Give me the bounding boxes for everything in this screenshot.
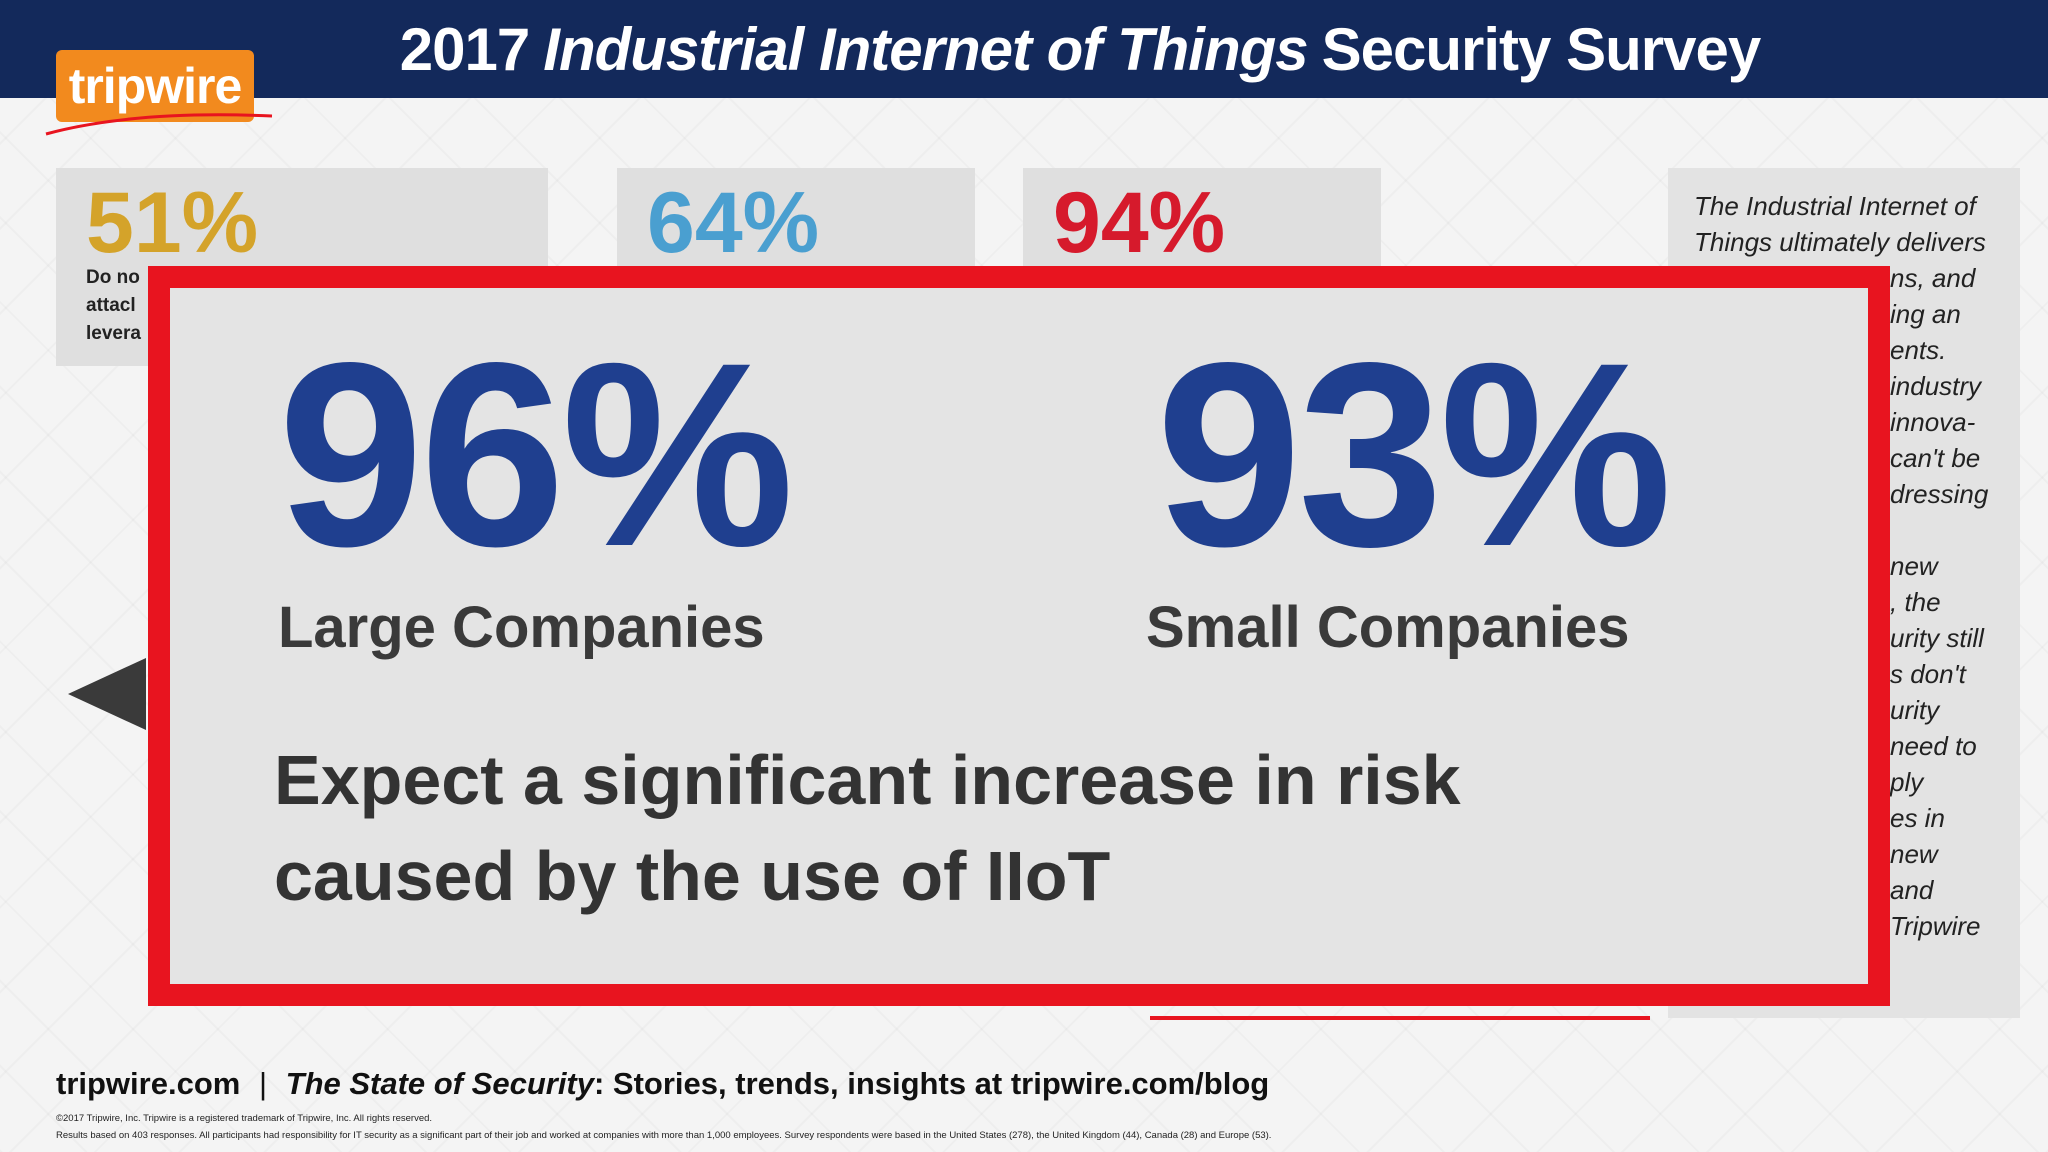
logo-text: tripwire bbox=[68, 58, 243, 114]
side-panel-line: new bbox=[1890, 551, 1938, 581]
footer-site-link[interactable]: tripwire.com bbox=[56, 1066, 241, 1101]
stat-card-1-desc: Do no attacl levera bbox=[86, 264, 406, 348]
side-panel-line: s don't bbox=[1890, 659, 1966, 689]
side-panel-line: industry bbox=[1890, 371, 1982, 401]
stat-large-value: 96% bbox=[278, 308, 794, 601]
page-title: 2017 Industrial Internet of Things Secur… bbox=[200, 0, 1960, 98]
side-panel-line: , the bbox=[1890, 587, 1941, 617]
title-italic: Industrial Internet of Things bbox=[543, 15, 1308, 83]
footer-separator: | bbox=[258, 1066, 268, 1101]
stat-card-2-value: 64% bbox=[647, 175, 820, 271]
side-panel-line: Tripwire bbox=[1890, 911, 1981, 941]
footer-rest: : Stories, trends, insights at tripwire.… bbox=[594, 1066, 1270, 1101]
side-panel-line: ns, and bbox=[1890, 263, 1976, 293]
stat-large-label: Large Companies bbox=[278, 595, 765, 660]
stat-card-1-desc-line: Do no bbox=[86, 267, 140, 288]
side-panel-line: ing an bbox=[1890, 299, 1961, 329]
title-year: 2017 bbox=[399, 15, 530, 83]
header-bar: 2017 Industrial Internet of Things Secur… bbox=[0, 0, 2048, 98]
side-panel-line: Things ultimately delivers bbox=[1694, 227, 1986, 257]
side-panel-line: es in new bbox=[1890, 803, 1945, 869]
side-panel-text: The Industrial Internet of Things ultimat… bbox=[1694, 188, 1994, 944]
callout-line-2: caused by the use of IIoT bbox=[274, 837, 1111, 915]
side-panel-line: The Industrial Internet of bbox=[1694, 191, 1976, 221]
footer-italic: The State of Security bbox=[285, 1066, 594, 1101]
stat-card-3-value: 94% bbox=[1053, 175, 1226, 271]
red-underline bbox=[1150, 1016, 1650, 1020]
stat-small-label: Small Companies bbox=[1146, 595, 1630, 660]
stat-card-1-desc-line: attacl bbox=[86, 295, 136, 316]
footer-tagline: tripwire.com | The State of Security: St… bbox=[56, 1066, 1269, 1102]
side-panel-line: can't be bbox=[1890, 443, 1981, 473]
stat-small-value: 93% bbox=[1156, 308, 1672, 601]
left-arrow-icon[interactable] bbox=[68, 658, 146, 730]
side-panel-line: dressing bbox=[1890, 479, 1989, 509]
side-panel-line: urity bbox=[1890, 695, 1940, 725]
side-panel-line: innova- bbox=[1890, 407, 1976, 437]
side-panel-line: need to bbox=[1890, 731, 1977, 761]
callout-description: Expect a significant increase in risk ca… bbox=[274, 732, 1774, 924]
side-panel-line: ply bbox=[1890, 767, 1924, 797]
footer-copyright: ©2017 Tripwire, Inc. Tripwire is a regis… bbox=[56, 1113, 433, 1124]
stat-card-1-value: 51% bbox=[86, 175, 259, 271]
footer-methodology: Results based on 403 responses. All part… bbox=[56, 1130, 1272, 1141]
side-panel-line: urity still bbox=[1890, 623, 1984, 653]
callout-line-1: Expect a significant increase in risk bbox=[274, 741, 1461, 819]
callout-box: 96% Large Companies 93% Small Companies … bbox=[148, 266, 1890, 1006]
side-panel-line: and bbox=[1890, 875, 1934, 905]
stat-card-1-desc-line: levera bbox=[86, 323, 141, 344]
logo-swoosh-icon bbox=[45, 113, 273, 136]
tripwire-logo: tripwire bbox=[56, 50, 254, 122]
title-suffix: Security Survey bbox=[1321, 15, 1762, 83]
side-panel-line: ents. bbox=[1890, 335, 1947, 365]
